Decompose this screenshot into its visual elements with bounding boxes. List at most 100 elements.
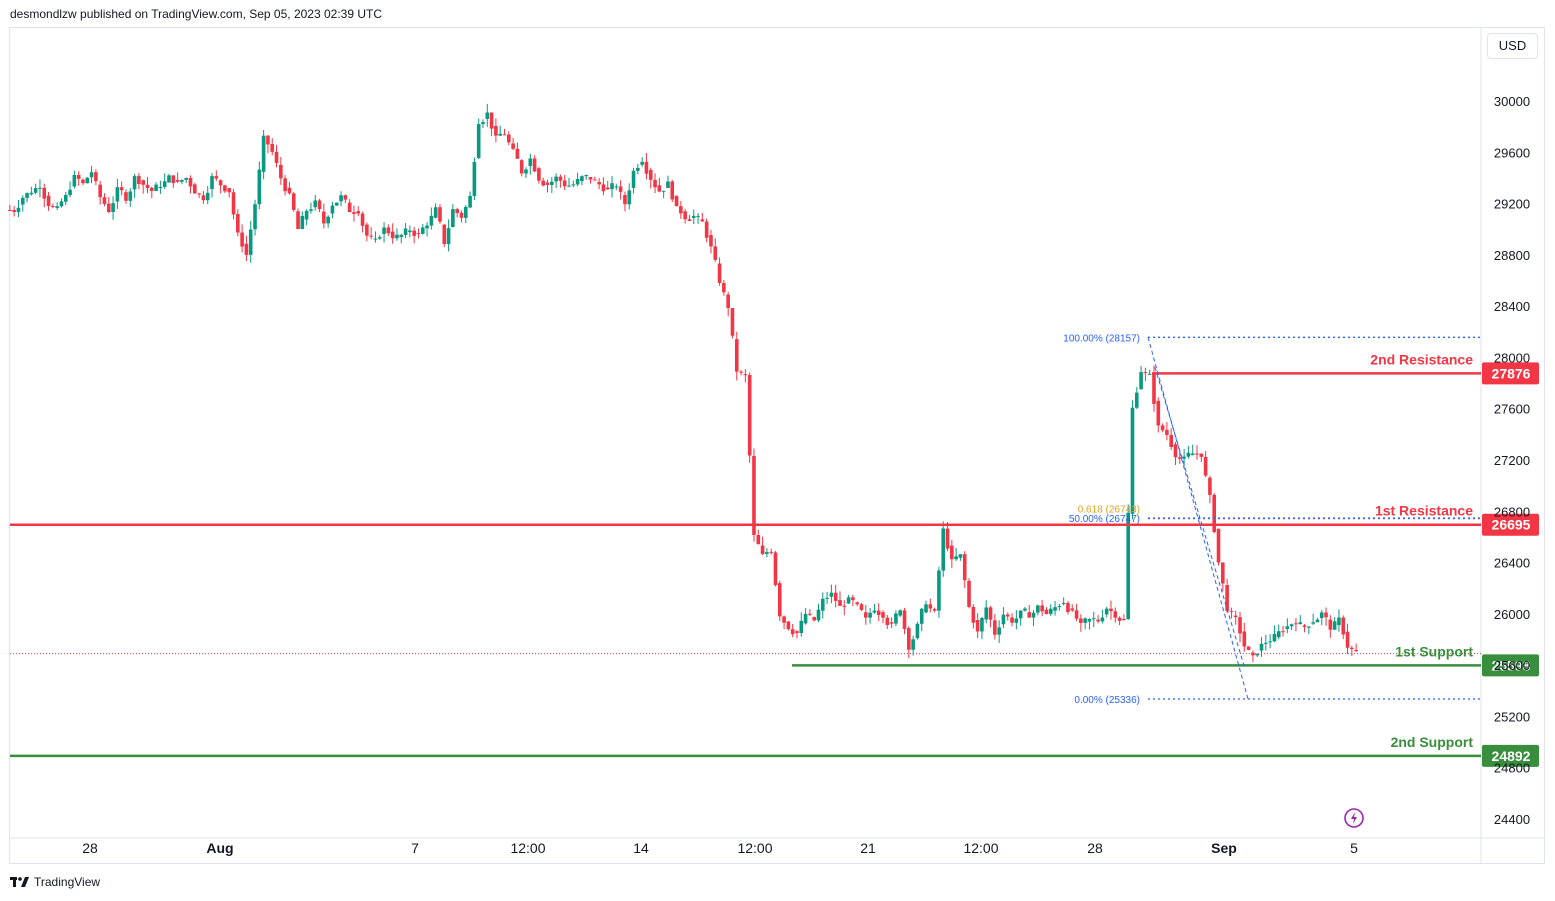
candle-body [941,528,946,571]
candle-body [1091,618,1096,620]
candle-body [851,597,855,601]
candle-body [984,607,989,620]
candle-body [713,246,718,260]
candle-body [399,234,404,237]
candle-body [1083,618,1087,623]
candle-body [1165,429,1169,435]
candle-body [416,233,421,235]
candle-body [1117,617,1122,621]
candle-body [653,179,657,188]
fib-trend-line [1154,367,1246,670]
currency-selector[interactable]: USD [1487,33,1538,59]
candle-body [567,185,571,187]
candle-body [743,374,748,376]
candle-body [1350,647,1354,650]
candle-body [81,179,85,184]
candle-body [648,169,653,180]
candle-body [584,175,589,177]
candle-body [601,184,606,192]
candle-body [128,191,133,201]
candle-body [76,174,81,179]
candle-body [1070,608,1075,611]
candle-body [433,207,438,218]
candle-body [1014,618,1019,623]
candle-body [799,620,804,634]
candle-body [1066,602,1070,613]
candle-body [812,617,816,621]
candle-body [532,158,537,172]
candle-body [1289,624,1294,627]
candle-body [777,583,782,617]
candle-body [1328,619,1333,630]
fib-level-label: 0.00% (25336) [1074,695,1140,706]
lightning-icon[interactable] [1343,807,1365,829]
candle-body [1130,407,1135,514]
candle-body [1354,650,1358,652]
candle-body [485,112,490,119]
candle-body [1199,453,1204,457]
candle-body [94,172,98,182]
candle-body [571,184,576,186]
candle-body [1315,619,1320,623]
candle-body [795,631,799,634]
candle-body [227,188,232,193]
candle-body [670,181,675,200]
candle-body [756,535,761,545]
candle-body [1311,622,1315,624]
candle-body [915,623,920,639]
candle-body [1048,608,1053,614]
candle-body [420,227,425,234]
candle-body [390,231,395,239]
candle-body [786,621,791,630]
candle-body [16,207,21,212]
candle-body [588,177,593,180]
candle-body [1104,608,1109,615]
fib-level-label: 0.618 (26743) [1078,505,1140,516]
candle-body [244,243,249,255]
time-tick-label: 28 [1087,840,1103,856]
candle-body [545,182,550,186]
candle-body [240,232,244,247]
time-tick-label: 21 [860,840,876,856]
candle-body [296,211,300,230]
candle-body [971,606,976,623]
candle-body [902,610,907,629]
candle-body [1079,618,1083,623]
chart-frame[interactable] [9,27,1545,864]
candle-body [334,202,339,206]
candle-body [1134,392,1139,408]
candle-body [1324,612,1328,618]
candle-body [1298,622,1303,625]
candle-body [291,193,296,210]
fibonacci-retracement: 100.00% (28157) 0.618 (26743)50.00% (2674… [1063,333,1481,706]
candle-body [1337,617,1341,625]
candle-body [201,195,206,201]
candle-body [1152,373,1156,404]
candle-body [408,230,412,233]
candle-body [1182,456,1186,459]
candle-body [928,604,933,609]
candle-body [537,168,541,181]
candle-body [481,122,485,125]
candle-body [446,228,451,245]
candle-body [842,605,847,607]
candle-body [223,185,227,192]
candle-body [1319,612,1324,619]
candle-body [1018,610,1023,619]
candle-body [932,609,937,611]
candle-body [1126,512,1130,620]
candle-body [55,206,59,208]
candle-body [119,187,124,191]
candle-body [722,282,726,293]
candle-body [72,174,77,187]
candle-body [958,554,963,558]
candle-body [679,206,683,214]
candle-body [803,613,808,624]
candle-body [8,209,12,211]
candle-body [988,607,993,620]
candle-body [730,308,735,336]
candle-body [911,639,915,650]
candle-body [1203,456,1208,476]
candle-body [1177,457,1182,459]
